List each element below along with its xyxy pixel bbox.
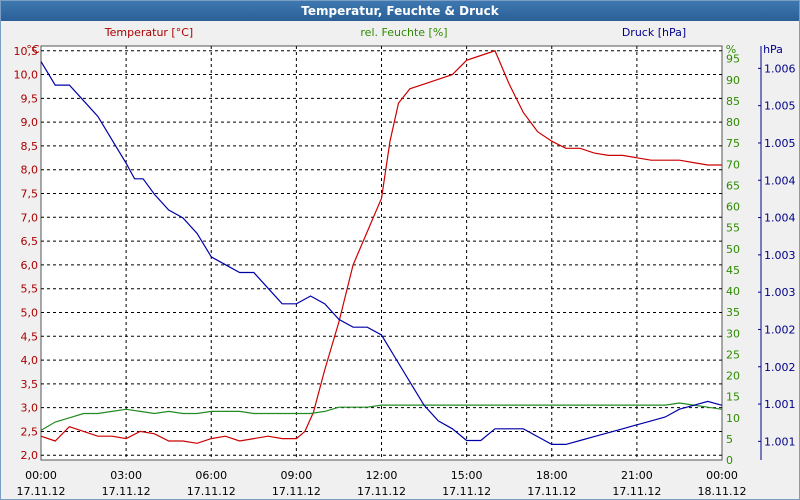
humidity-tick-label: 70 — [726, 158, 740, 171]
temperature-tick-label: 5,5 — [21, 283, 39, 296]
legend-humidity: rel. Feuchte [%] — [360, 26, 447, 39]
temperature-tick-label: 9,5 — [21, 92, 39, 105]
x-tick-time: 00:00 — [706, 469, 738, 482]
x-tick-date: 17.11.12 — [102, 485, 151, 498]
unit-temperature: °C — [26, 43, 40, 56]
x-tick-date: 17.11.12 — [357, 485, 406, 498]
x-tick-date: 17.11.12 — [527, 485, 576, 498]
pressure-tick-label: 1.002 — [764, 323, 796, 336]
window-title: Temperatur, Feuchte & Druck — [1, 1, 799, 21]
temperature-tick-label: 4,0 — [21, 354, 39, 367]
temperature-tick-label: 10,5 — [14, 45, 39, 58]
series-line-humidity — [40, 402, 723, 431]
pressure-tick-label: 1.004 — [764, 212, 796, 225]
pressure-tick-label: 1.002 — [764, 361, 796, 374]
x-tick-date: 17.11.12 — [17, 485, 66, 498]
unit-humidity: % — [726, 43, 736, 56]
x-tick-date: 17.11.12 — [272, 485, 321, 498]
x-tick-date: 18.11.12 — [698, 485, 747, 498]
temperature-tick-label: 5,0 — [21, 306, 39, 319]
humidity-tick-label: 50 — [726, 243, 740, 256]
x-tick-time: 06:00 — [195, 469, 227, 482]
legend-pressure: Druck [hPa] — [622, 26, 686, 39]
temperature-tick-label: 6,5 — [21, 235, 39, 248]
x-tick-time: 00:00 — [25, 469, 57, 482]
humidity-tick-label: 85 — [726, 95, 740, 108]
x-tick-date: 17.11.12 — [612, 485, 661, 498]
series-group — [40, 50, 723, 445]
humidity-tick-label: 20 — [726, 370, 740, 383]
pressure-tick-label: 1.005 — [764, 137, 796, 150]
humidity-tick-label: 75 — [726, 137, 740, 150]
humidity-tick-label: 90 — [726, 74, 740, 87]
pressure-tick-label: 1.003 — [764, 249, 796, 262]
chart: 00:00 17.11.12 03:00 17.11.12 06:00 17.11.12 0… — [14, 26, 796, 498]
humidity-tick-label: 80 — [726, 116, 740, 129]
humidity-tick-label: 0 — [726, 454, 733, 467]
x-tick-time: 15:00 — [451, 469, 483, 482]
humidity-tick-label: 65 — [726, 179, 740, 192]
x-tick-time: 09:00 — [281, 469, 313, 482]
pressure-tick-label: 1.006 — [764, 62, 796, 75]
humidity-tick-label: 15 — [726, 391, 740, 404]
pressure-tick-label: 1.001 — [764, 398, 796, 411]
temperature-tick-label: 8,0 — [21, 164, 39, 177]
humidity-tick-label: 60 — [726, 201, 740, 214]
humidity-tick-label: 45 — [726, 264, 740, 277]
temperature-tick-label: 7,0 — [21, 211, 39, 224]
x-tick-date: 17.11.12 — [442, 485, 491, 498]
legend-temperature: Temperatur [°C] — [104, 26, 193, 39]
pressure-tick-label: 1.001 — [764, 435, 796, 448]
temperature-tick-label: 9,0 — [21, 116, 39, 129]
axes: 00:00 17.11.12 03:00 17.11.12 06:00 17.11.12 0… — [14, 45, 796, 498]
humidity-tick-label: 35 — [726, 306, 740, 319]
unit-pressure: hPa — [763, 43, 783, 56]
x-tick-time: 18:00 — [536, 469, 568, 482]
humidity-tick-label: 55 — [726, 222, 740, 235]
temperature-tick-label: 2,5 — [21, 425, 39, 438]
humidity-tick-label: 10 — [726, 412, 740, 425]
grid — [41, 46, 722, 460]
x-tick-time: 03:00 — [110, 469, 142, 482]
humidity-tick-label: 30 — [726, 327, 740, 340]
temperature-tick-label: 6,0 — [21, 259, 39, 272]
humidity-tick-label: 5 — [726, 433, 733, 446]
temperature-tick-label: 4,5 — [21, 330, 39, 343]
temperature-tick-label: 3,0 — [21, 402, 39, 415]
temperature-tick-label: 3,5 — [21, 378, 39, 391]
pressure-tick-label: 1.004 — [764, 174, 796, 187]
x-tick-time: 12:00 — [366, 469, 398, 482]
humidity-tick-label: 95 — [726, 53, 740, 66]
series-line-temperature — [40, 50, 722, 444]
pressure-tick-label: 1.003 — [764, 286, 796, 299]
temperature-tick-label: 7,5 — [21, 188, 39, 201]
x-tick-date: 17.11.12 — [187, 485, 236, 498]
temperature-tick-label: 10,0 — [14, 69, 39, 82]
x-tick-time: 21:00 — [621, 469, 653, 482]
series-line-pressure — [40, 61, 723, 445]
temperature-tick-label: 8,5 — [21, 140, 39, 153]
humidity-tick-label: 25 — [726, 348, 740, 361]
temperature-tick-label: 2,0 — [21, 449, 39, 462]
pressure-tick-label: 1.005 — [764, 100, 796, 113]
humidity-tick-label: 40 — [726, 285, 740, 298]
